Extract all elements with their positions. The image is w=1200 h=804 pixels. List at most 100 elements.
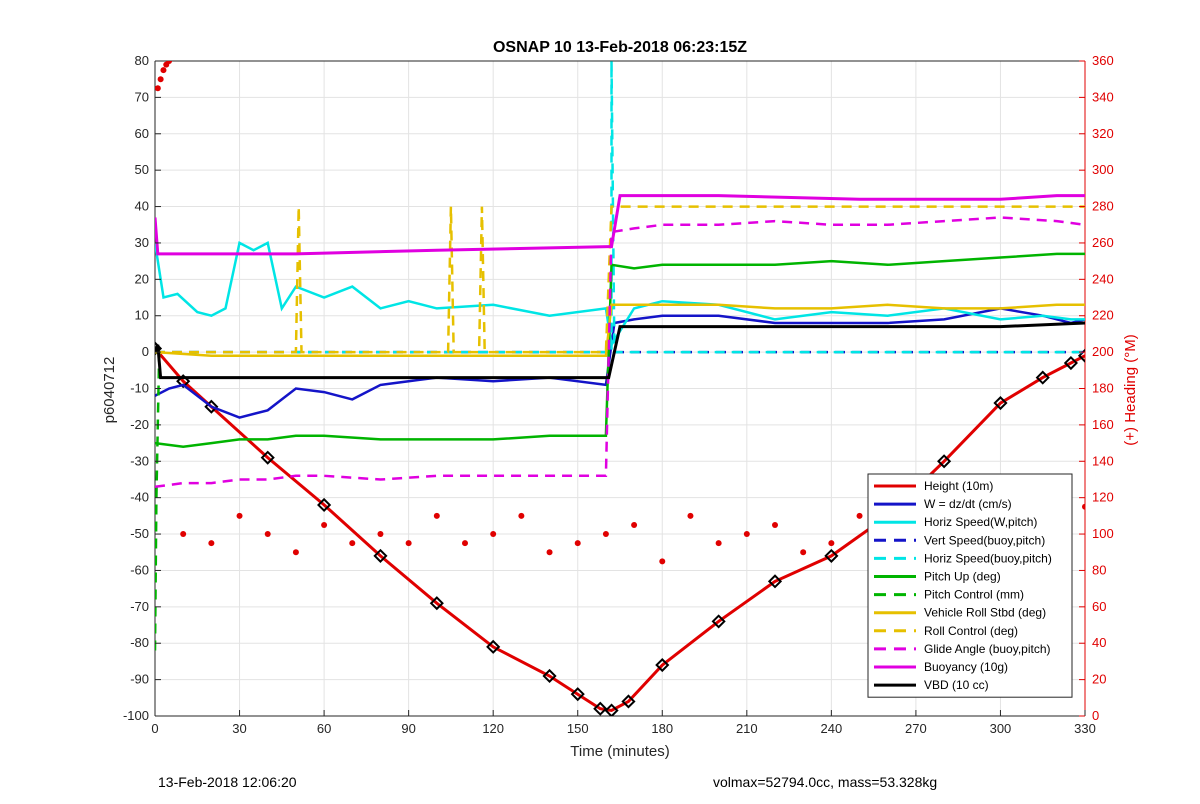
x-tick-label: 330 — [1074, 721, 1096, 736]
legend-label: W = dz/dt (cm/s) — [924, 497, 1012, 511]
heading-point — [828, 540, 835, 547]
height-marker — [542, 668, 557, 684]
heading-point — [321, 521, 328, 528]
x-tick-label: 120 — [482, 721, 504, 736]
legend-label: Roll Control (deg) — [924, 624, 1018, 638]
heading-point — [800, 549, 807, 556]
height-marker — [655, 657, 670, 673]
x-tick-label: 90 — [401, 721, 415, 736]
y-right-tick-label: 0 — [1092, 708, 1099, 723]
footer-volmax-mass: volmax=52794.0cc, mass=53.328kg — [713, 774, 938, 790]
heading-point — [180, 531, 187, 538]
heading-point — [574, 540, 581, 547]
heading-point — [349, 540, 356, 547]
y-right-tick-label: 160 — [1092, 417, 1114, 432]
series-line — [155, 194, 1085, 256]
heading-point — [631, 521, 638, 528]
y-right-tick-label: 180 — [1092, 381, 1114, 396]
y-left-tick-label: 0 — [142, 344, 149, 359]
x-axis-label: Time (minutes) — [570, 743, 669, 760]
heading-point — [160, 67, 167, 74]
legend-label: Height (10m) — [924, 479, 993, 493]
heading-point — [490, 531, 497, 538]
x-tick-label: 180 — [651, 721, 673, 736]
legend-label: VBD (10 cc) — [924, 678, 989, 692]
heading-point — [687, 512, 694, 519]
legend-label: Horiz Speed(W,pitch) — [924, 515, 1037, 529]
y-right-tick-label: 320 — [1092, 126, 1114, 141]
y-left-tick-label: 70 — [135, 89, 149, 104]
y-right-tick-label: 220 — [1092, 308, 1114, 323]
y-right-tick-label: 140 — [1092, 453, 1114, 468]
chart-title: OSNAP 10 13-Feb-2018 06:23:15Z — [493, 39, 747, 56]
x-tick-label: 210 — [736, 721, 758, 736]
y-right-tick-label: 200 — [1092, 344, 1114, 359]
heading-point — [546, 549, 553, 556]
series-line — [155, 321, 1085, 380]
y-left-tick-label: 50 — [135, 162, 149, 177]
legend-box — [867, 473, 1073, 698]
y-left-tick-label: 40 — [135, 199, 149, 214]
y-left-tick-label: -80 — [130, 635, 149, 650]
y-right-tick-label: 60 — [1092, 599, 1106, 614]
series-line — [155, 307, 1085, 419]
height-marker — [937, 454, 952, 469]
y-right-tick-label: 340 — [1092, 89, 1114, 104]
y-left-tick-label: -60 — [130, 562, 149, 577]
y-left-tick-label: -20 — [130, 417, 149, 432]
heading-point — [377, 531, 384, 538]
x-tick-label: 60 — [317, 721, 331, 736]
y-left-tick-label: 20 — [135, 271, 149, 286]
y-left-tick-label: -90 — [130, 672, 149, 687]
heading-point — [405, 540, 412, 547]
y-right-tick-label: 300 — [1092, 162, 1114, 177]
height-marker — [993, 395, 1008, 411]
height-marker — [767, 574, 783, 589]
y-right-tick-label: 40 — [1092, 635, 1106, 650]
series-line — [155, 347, 1085, 713]
heading-point — [659, 558, 666, 565]
x-tick-label: 240 — [821, 721, 843, 736]
heading-point — [518, 512, 525, 519]
series-line — [155, 303, 1085, 357]
height-marker — [429, 596, 444, 611]
heading-point — [292, 549, 299, 556]
legend-label: Vert Speed(buoy,pitch) — [924, 533, 1045, 547]
legend-label: Pitch Control (mm) — [924, 588, 1024, 602]
y-left-tick-label: -10 — [130, 381, 149, 396]
legend-label: Pitch Up (deg) — [924, 570, 1001, 584]
y-right-tick-label: 120 — [1092, 490, 1114, 505]
heading-point — [856, 512, 863, 519]
y-left-tick-label: -50 — [130, 526, 149, 541]
y-left-tick-label: 30 — [135, 235, 149, 250]
height-marker — [317, 497, 332, 513]
heading-point — [772, 521, 778, 528]
legend-label: Horiz Speed(buoy,pitch) — [924, 551, 1052, 565]
heading-point — [157, 76, 164, 83]
series-line — [155, 216, 1085, 489]
x-tick-label: 300 — [990, 721, 1012, 736]
y-axis-right-label: (+) Heading (°M) — [1122, 334, 1139, 445]
y-right-tick-label: 80 — [1092, 562, 1106, 577]
height-marker — [604, 703, 619, 716]
heading-point — [208, 540, 215, 547]
x-tick-label: 270 — [905, 721, 927, 736]
tick-labels: 0 30 60 90 120 150 180 210 240 270 300 330 -10 0 -90 -8… — [123, 53, 1114, 736]
y-right-tick-label: 260 — [1092, 235, 1114, 250]
height-marker — [570, 687, 585, 702]
y-right-tick-label: 20 — [1092, 672, 1106, 687]
legend-label: Buoyancy (10g) — [924, 660, 1008, 674]
grid — [154, 60, 1086, 717]
heading-point — [155, 85, 161, 92]
legend-label: Glide Angle (buoy,pitch) — [924, 642, 1051, 656]
height-marker — [1063, 355, 1078, 371]
y-right-tick-label: 360 — [1092, 53, 1114, 68]
series-line — [155, 205, 1085, 354]
y-left-tick-label: -30 — [130, 453, 149, 468]
y-right-tick-label: 280 — [1092, 199, 1114, 214]
height-marker — [260, 450, 275, 465]
x-tick-label: 30 — [232, 721, 246, 736]
heading-point — [236, 512, 243, 519]
x-tick-label: 150 — [567, 721, 589, 736]
